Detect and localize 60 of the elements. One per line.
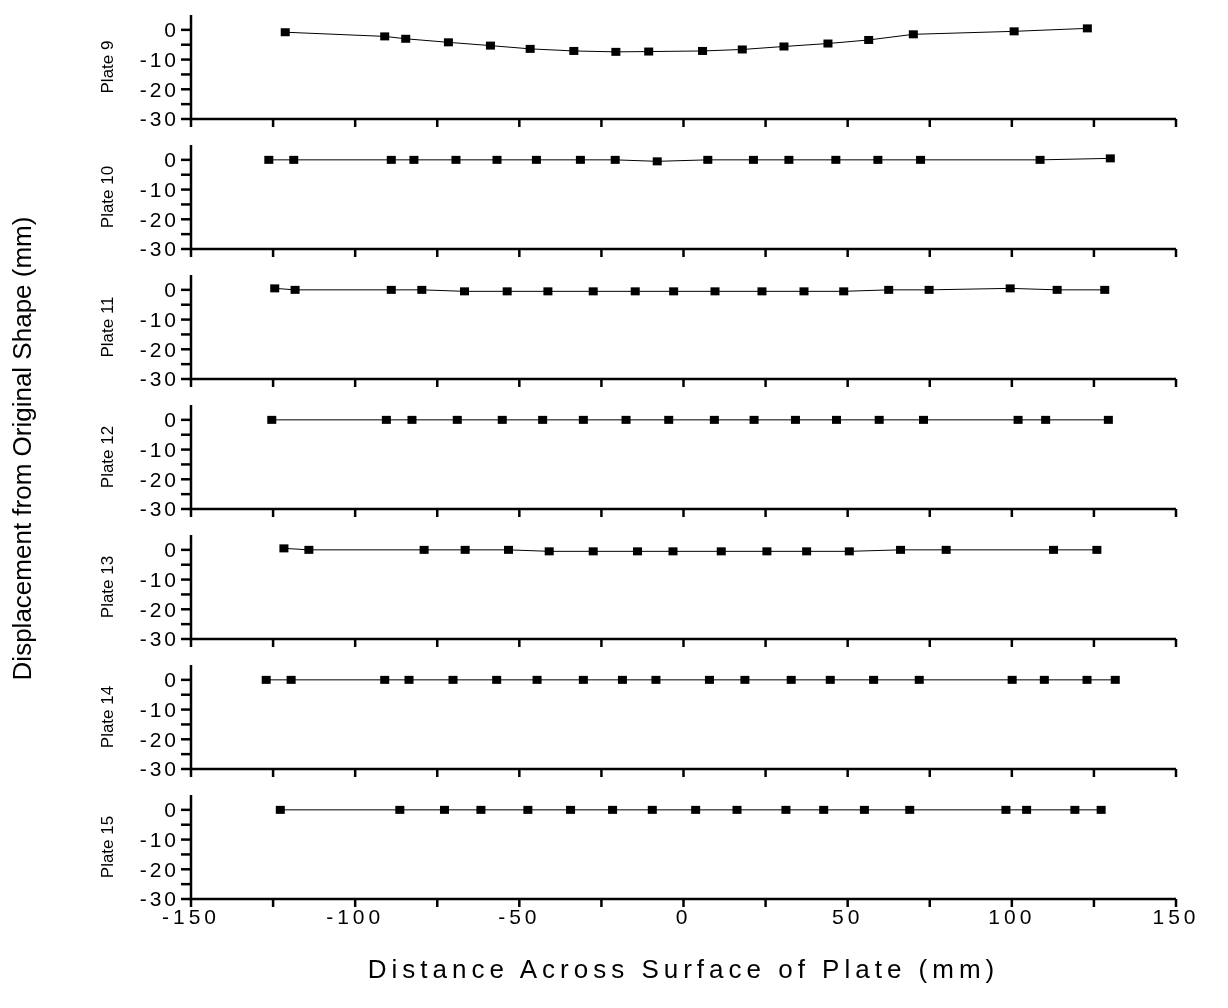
- y-tick-label: -10: [139, 828, 179, 852]
- point: [611, 47, 621, 56]
- text: Displacement from Original Shape (mm): [7, 216, 39, 680]
- y-tick-label: -20: [139, 207, 179, 231]
- x-tick-label: 150: [1152, 904, 1200, 928]
- point: [280, 28, 290, 37]
- y-tick-label: 0: [164, 538, 179, 562]
- point: [443, 38, 453, 47]
- x-tick-label: 100: [988, 904, 1036, 928]
- point: [698, 46, 708, 55]
- point: [823, 39, 833, 48]
- point: [569, 46, 579, 55]
- y-tick-label: -30: [139, 757, 179, 781]
- y-tick-label: -20: [139, 467, 179, 491]
- y-tick-label: -10: [139, 568, 179, 592]
- y-tick-label: -30: [139, 237, 179, 261]
- point: [644, 47, 654, 56]
- x-tick-label: -100: [326, 904, 385, 928]
- y-axis-title: Plate 15: [98, 815, 118, 879]
- x-tick-label: 50: [831, 904, 864, 928]
- y-axis-title: Plate 9: [98, 40, 118, 94]
- y-tick-label: -20: [139, 727, 179, 751]
- x-axis-title: Distance Across Surface of Plate (mm): [366, 954, 1001, 985]
- point: [485, 41, 495, 50]
- point: [1082, 24, 1092, 33]
- y-axis-title: Plate 10: [98, 165, 118, 229]
- y-tick-label: 0: [164, 408, 179, 432]
- y-tick-label: -10: [139, 698, 179, 722]
- y-tick-label: -20: [139, 337, 179, 361]
- y-tick-label: -30: [139, 367, 179, 391]
- y-tick-label: -30: [139, 107, 179, 131]
- y-tick-label: 0: [164, 668, 179, 692]
- x-tick-label: -50: [498, 904, 541, 928]
- point: [779, 42, 789, 51]
- y-tick-label: -10: [139, 308, 179, 332]
- y-axis-title: Plate 13: [98, 555, 118, 619]
- y-axis-title: Plate 11: [98, 296, 118, 358]
- y-tick-label: -20: [139, 597, 179, 621]
- point: [737, 45, 747, 54]
- y-tick-label: -30: [139, 887, 179, 911]
- y-tick-label: -10: [139, 438, 179, 462]
- y-tick-label: -20: [139, 77, 179, 101]
- y-axis-title: Plate 14: [98, 685, 118, 749]
- point: [908, 30, 918, 39]
- y-tick-label: 0: [164, 278, 179, 302]
- y-tick-label: 0: [164, 18, 179, 42]
- y-tick-label: -20: [139, 857, 179, 881]
- point: [525, 44, 535, 53]
- y-tick-label: -10: [139, 178, 179, 202]
- y-tick-label: 0: [164, 148, 179, 172]
- point: [864, 35, 874, 44]
- x-tick-label: 0: [675, 904, 692, 928]
- point: [380, 32, 390, 41]
- point: [1009, 27, 1019, 36]
- y-axis-title: Plate 12: [98, 425, 118, 489]
- y-tick-label: -30: [139, 627, 179, 651]
- y-tick-label: 0: [164, 798, 179, 822]
- point: [401, 34, 411, 43]
- y-tick-label: -10: [139, 48, 179, 72]
- y-tick-label: -30: [139, 497, 179, 521]
